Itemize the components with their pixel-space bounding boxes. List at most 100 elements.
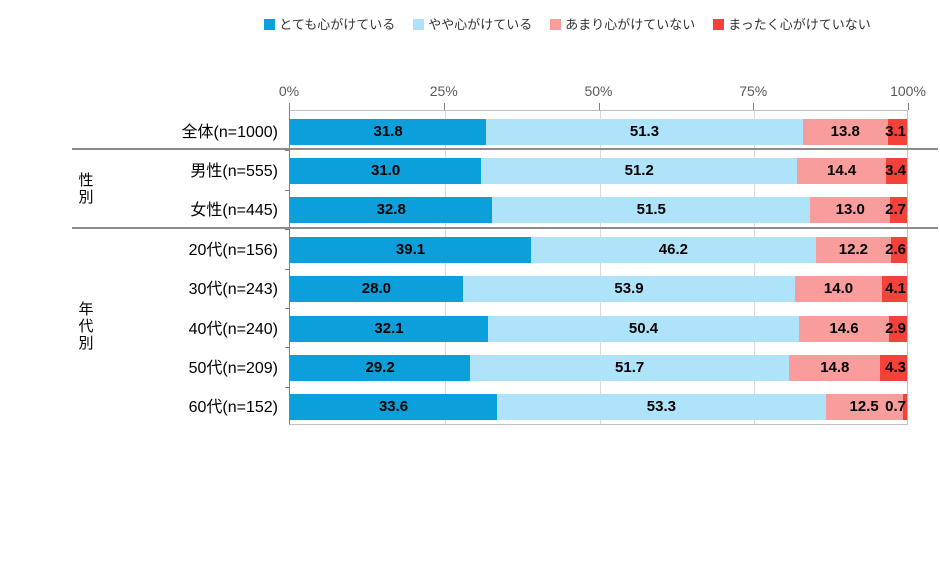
- legend-swatch-icon: [713, 18, 725, 30]
- legend-label: やや心がけている: [428, 16, 533, 32]
- bar-row: 28.0 53.9 14.0 4.1: [290, 269, 907, 308]
- axis-row-tick-icon: [285, 386, 290, 388]
- value-label: 3.1: [885, 122, 906, 140]
- value-label: 33.6: [378, 398, 409, 416]
- axis-tick-label: 25%: [429, 83, 458, 99]
- legend-item: やや心がけている: [413, 18, 532, 31]
- bar-row: 32.1 50.4 14.6 2.9: [290, 308, 907, 347]
- value-label: 14.0: [823, 280, 854, 298]
- bar-segment: 2.6: [885, 236, 907, 263]
- bar-segment: 33.6: [290, 394, 498, 421]
- plot-area: 31.8 51.3 13.8 3.1 31.0 51.2 14.4 3.4 32.8 51.5 13…: [285, 110, 908, 426]
- bar-segment: 53.3: [497, 394, 826, 421]
- bar-segment: 31.8: [290, 118, 487, 145]
- value-label: 51.7: [615, 358, 645, 376]
- bar-segment: 31.0: [290, 158, 482, 185]
- value-label: 14.6: [829, 319, 859, 337]
- category-label: 30代(n=243): [188, 281, 278, 299]
- value-label: 14.4: [826, 162, 857, 180]
- bar-segment: 4.3: [880, 354, 907, 381]
- stacked-bar: 28.0 53.9 14.0 4.1: [290, 276, 907, 303]
- axis-tick-icon: [443, 103, 445, 110]
- value-label: 51.5: [636, 201, 666, 219]
- axis-row-tick-icon: [285, 150, 290, 152]
- stacked-bar: 32.8 51.5 13.0 2.7: [290, 197, 907, 224]
- legend-label: とても心がけている: [279, 16, 396, 32]
- value-label: 39.1: [395, 240, 426, 258]
- value-label: 50.4: [628, 319, 659, 337]
- bar-segment: 51.7: [470, 354, 790, 381]
- axis-row-tick-icon: [285, 189, 290, 191]
- bar-row: 39.1 46.2 12.2 2.6: [290, 229, 907, 268]
- bar-segment: 14.4: [797, 158, 886, 185]
- bar-segment: 3.1: [885, 118, 907, 145]
- bar-segment: 53.9: [462, 276, 796, 303]
- bar-segment: 12.2: [815, 236, 891, 263]
- value-label: 32.8: [376, 201, 406, 219]
- value-label: 2.9: [885, 319, 906, 337]
- value-label: 13.0: [835, 201, 865, 219]
- value-label: 51.3: [629, 122, 660, 140]
- bar-segment: 46.2: [531, 236, 816, 263]
- bar-segment: 2.9: [885, 315, 907, 342]
- category-label: 50代(n=209): [188, 359, 278, 377]
- value-label: 4.1: [885, 280, 906, 298]
- axis-tick-icon: [753, 103, 755, 110]
- bar-row: 31.8 51.3 13.8 3.1: [290, 111, 907, 150]
- bar-segment: 14.8: [789, 354, 881, 381]
- value-label: 46.2: [658, 240, 689, 258]
- legend-swatch-icon: [264, 18, 276, 30]
- bar-row: 33.6 53.3 12.5 0.7: [290, 387, 907, 426]
- axis-tick-label: 0%: [278, 83, 300, 99]
- gridline: [754, 111, 756, 424]
- value-label: 4.3: [885, 358, 906, 376]
- bar-row: 31.0 51.2 14.4 3.4: [290, 150, 907, 189]
- bar-segment: 4.1: [881, 276, 907, 303]
- stacked-bar: 39.1 46.2 12.2 2.6: [290, 236, 907, 263]
- value-label: 31.8: [373, 122, 403, 140]
- value-label: 2.6: [885, 240, 906, 258]
- legend-item: あまり心がけていない: [550, 18, 695, 31]
- bar-segment: 51.5: [492, 197, 811, 224]
- legend-item: とても心がけている: [264, 18, 395, 31]
- category-label: 女性(n=445): [190, 202, 278, 220]
- value-label: 29.2: [365, 358, 395, 376]
- value-label: 2.7: [885, 201, 906, 219]
- category-label: 40代(n=240): [188, 320, 278, 338]
- axis-tick-icon: [289, 103, 290, 110]
- axis-row-tick-icon: [285, 229, 290, 231]
- bar-segment: 13.0: [810, 197, 891, 224]
- value-label: 28.0: [361, 280, 391, 298]
- bar-segment: 51.2: [481, 158, 798, 185]
- bar-segment: 29.2: [290, 354, 471, 381]
- bar-segment: 32.8: [290, 197, 493, 224]
- axis-tick-icon: [598, 103, 600, 110]
- axis-row-tick-icon: [285, 268, 290, 270]
- category-label: 20代(n=156): [188, 241, 278, 259]
- group-label: 性別: [76, 171, 94, 206]
- axis-row-tick-icon: [285, 347, 290, 349]
- value-label: 51.2: [624, 162, 654, 180]
- legend-swatch-icon: [413, 18, 425, 30]
- bar-segment: 32.1: [290, 315, 489, 342]
- axis-row-tick-icon: [285, 307, 290, 309]
- value-label: 53.9: [614, 280, 644, 298]
- value-label: 53.3: [646, 398, 676, 416]
- axis-tick-label: 50%: [584, 83, 613, 99]
- value-label: 12.2: [838, 240, 868, 258]
- bar-segment: 12.5: [825, 394, 903, 421]
- stacked-bar: 31.8 51.3 13.8 3.1: [290, 118, 907, 145]
- value-label: 31.0: [371, 162, 401, 180]
- category-label: 全体(n=1000): [181, 123, 279, 141]
- value-label: 13.8: [830, 122, 860, 140]
- axis-tick-label: 75%: [739, 83, 768, 99]
- axis-tick-label: 100%: [890, 83, 926, 99]
- legend-item: まったく心がけていない: [713, 18, 871, 31]
- bar-segment: 13.8: [802, 118, 888, 145]
- axis-tick-icon: [908, 103, 909, 110]
- value-label: 32.1: [374, 319, 404, 337]
- bar-segment: 14.0: [795, 276, 882, 303]
- stacked-bar: 29.2 51.7 14.8 4.3: [290, 354, 907, 381]
- bar-row: 29.2 51.7 14.8 4.3: [290, 347, 907, 386]
